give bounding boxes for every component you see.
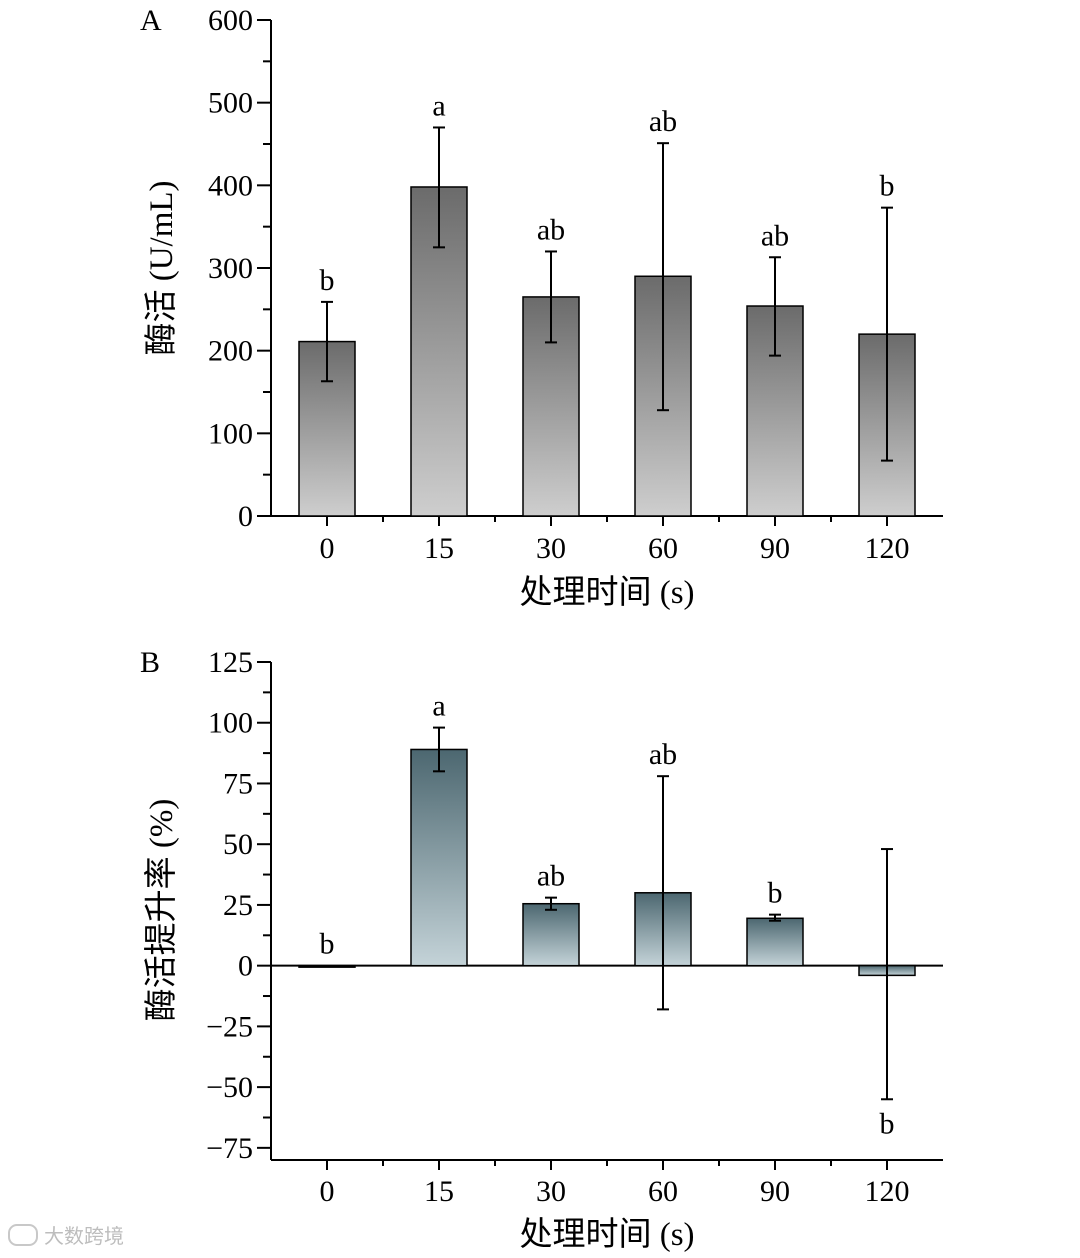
significance-label-60: ab — [649, 738, 677, 771]
x-tick-label: 60 — [648, 532, 678, 565]
panel-b-xlabel: 处理时间 (s) — [519, 1216, 694, 1253]
panel-b: B −75 −50 −25 0 25 50 75 100 125 0 15 30 60 90 120 b a a… — [140, 646, 943, 1253]
significance-label-60: ab — [649, 105, 677, 138]
significance-label-120: b — [880, 170, 895, 203]
y-tick-label: −75 — [206, 1132, 253, 1165]
panel-a-xlabel: 处理时间 (s) — [519, 574, 694, 611]
x-tick-label: 0 — [320, 1175, 335, 1208]
y-tick-label: 0 — [238, 500, 253, 533]
panel-b-bars: b a ab ab b b — [298, 690, 916, 1140]
y-tick-label: −25 — [206, 1010, 253, 1043]
significance-label-30: ab — [537, 860, 565, 893]
y-tick-label: 200 — [208, 335, 253, 368]
x-tick-label: 120 — [865, 532, 910, 565]
significance-label-90: ab — [761, 219, 789, 252]
significance-label-0: b — [320, 264, 335, 297]
x-tick-label: 120 — [865, 1175, 910, 1208]
significance-label-90: b — [768, 877, 783, 910]
panel-a-bars: b a ab ab ab b — [298, 89, 916, 517]
significance-label-15: a — [432, 89, 445, 122]
watermark-logo-icon — [8, 1223, 38, 1246]
y-tick-label: 75 — [223, 767, 253, 800]
significance-label-0: b — [320, 928, 335, 961]
y-tick-label: 100 — [208, 417, 253, 450]
x-tick-label: 60 — [648, 1175, 678, 1208]
y-tick-label: 0 — [238, 950, 253, 983]
x-tick-label: 15 — [424, 532, 454, 565]
y-tick-label: 400 — [208, 169, 253, 202]
panel-a-axes: 0 100 200 300 400 500 600 0 15 30 60 90 120 — [208, 4, 943, 565]
panel-b-axes: −75 −50 −25 0 25 50 75 100 125 0 15 30 60 90 120 — [206, 646, 943, 1208]
significance-label-15: a — [432, 690, 445, 723]
y-tick-label: 100 — [208, 707, 253, 740]
y-tick-label: −50 — [206, 1071, 253, 1104]
significance-label-30: ab — [537, 213, 565, 246]
significance-label-120: b — [880, 1107, 895, 1140]
panel-b-ylabel: 酶活提升率 (%) — [143, 799, 180, 1022]
y-tick-label: 125 — [208, 646, 253, 679]
panel-a-ylabel: 酶活 (U/mL) — [143, 180, 180, 355]
x-tick-label: 15 — [424, 1175, 454, 1208]
panel-a-label: A — [140, 4, 162, 37]
y-tick-label: 600 — [208, 4, 253, 37]
bar-0 — [298, 964, 356, 968]
x-tick-label: 90 — [760, 1175, 790, 1208]
x-tick-label: 0 — [320, 532, 335, 565]
panel-a: A 0 100 200 300 400 500 600 0 15 30 60 90 120 b a ab ab… — [140, 4, 943, 611]
y-tick-label: 50 — [223, 828, 253, 861]
x-tick-label: 90 — [760, 532, 790, 565]
y-tick-label: 25 — [223, 889, 253, 922]
bar-90 — [746, 917, 804, 967]
watermark: 大数跨境 — [8, 1220, 124, 1249]
x-tick-label: 30 — [536, 1175, 566, 1208]
panel-b-label: B — [140, 646, 160, 679]
watermark-text: 大数跨境 — [44, 1224, 124, 1248]
y-tick-label: 500 — [208, 87, 253, 120]
x-tick-label: 30 — [536, 532, 566, 565]
y-tick-label: 300 — [208, 252, 253, 285]
bar-15 — [410, 748, 468, 967]
bar-30 — [522, 902, 580, 967]
